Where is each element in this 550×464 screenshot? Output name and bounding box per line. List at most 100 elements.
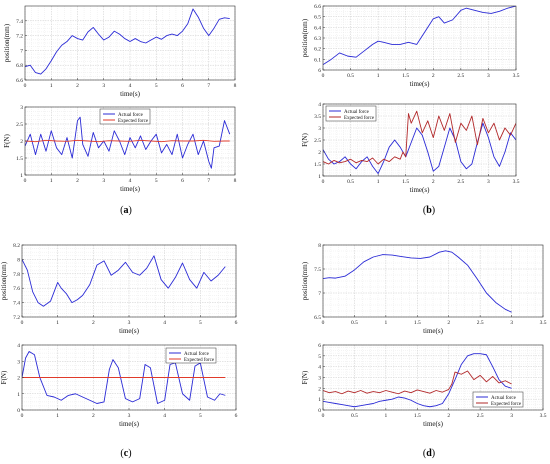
y-tick-label: 7: [318, 291, 321, 297]
y-tick-label: 3: [318, 126, 321, 132]
x-tick-label: 3.5: [513, 179, 520, 185]
x-tick-label: 2: [92, 320, 95, 326]
x-axis-label: time(s): [119, 420, 139, 428]
panel-letter-a: a: [124, 205, 129, 216]
y-axis-label: position(mm): [0, 261, 8, 300]
x-tick-label: 0: [322, 413, 325, 419]
x-tick-label: 2: [76, 83, 79, 89]
x-tick-label: 3: [487, 73, 490, 79]
plot-frame: [322, 244, 544, 318]
svg-text:(b): (b): [423, 205, 435, 216]
legend-entry: Actual force: [118, 113, 144, 118]
x-tick-label: 5: [155, 83, 158, 89]
x-tick-label: 3: [128, 320, 131, 326]
legend-entry: Expected force: [491, 402, 522, 407]
x-axis-label: time(s): [120, 90, 140, 98]
x-tick-label: 0: [322, 320, 325, 326]
x-tick-label: 1.5: [402, 179, 409, 185]
series-line-actual-force: [25, 116, 231, 169]
panel-label-d: (d): [423, 448, 435, 459]
chart-b-position: 0 0.5 1 1.5 2 2.5 3 3.5 6 6.1 6.2 6.3 6.4 6.5 6.6 time(…: [301, 4, 520, 88]
chart-c-position: 0 1 2 3 4 5 6 7.2 7.4 7.6 7.8 8 8.2 time(s) position(m…: [0, 243, 238, 335]
x-tick-label: 5: [199, 413, 202, 419]
x-tick-label: 0: [21, 320, 24, 326]
series-line-position: [22, 255, 226, 307]
x-tick-label: 6: [181, 83, 184, 89]
x-tick-label: 0: [24, 83, 27, 89]
y-tick-label: 5: [318, 354, 321, 360]
legend-entry: Actual force: [491, 396, 517, 401]
chart-b-force: 0 0.5 1 1.5 2 2.5 3 3.5 1 1.5 2 2.5 3 3.5 4 time(s) F(N)…: [301, 102, 520, 194]
x-tick-label: 1: [384, 320, 387, 326]
x-tick-label: 0: [322, 179, 325, 185]
series-line-position: [323, 6, 516, 66]
x-axis-label: time(s): [423, 420, 443, 428]
svg-text:(c): (c): [120, 448, 131, 459]
svg-text:(d): (d): [423, 448, 435, 459]
y-tick-label: 7.2: [16, 34, 23, 40]
y-tick-label: 2: [318, 386, 321, 392]
y-tick-label: 1: [20, 173, 23, 179]
x-tick-label: 1.5: [402, 73, 409, 79]
series-group: [25, 8, 230, 75]
x-tick-label: 2: [92, 413, 95, 419]
y-tick-label: 0: [318, 408, 321, 414]
series-group: [323, 110, 516, 175]
panel-letter-c: c: [124, 448, 129, 459]
chart-d-force: 0 0.5 1 1.5 2 2.5 3 3.5 0 1 2 3 4 5 6 time(s) F(N) Actual…: [301, 343, 547, 428]
x-tick-label: 3: [510, 320, 513, 326]
x-tick-label: 2.5: [457, 73, 464, 79]
legend-entry: Expected force: [118, 119, 149, 124]
x-tick-label: 3.5: [540, 413, 547, 419]
x-tick-label: 4: [163, 320, 166, 326]
x-axis-label: time(s): [423, 327, 443, 335]
x-tick-label: 6: [235, 413, 238, 419]
y-tick-label: 4: [318, 365, 321, 371]
x-tick-label: 3: [102, 178, 105, 184]
series-group: [323, 6, 516, 66]
series-group: [323, 250, 512, 313]
series-line-expected-force: [25, 139, 230, 143]
x-tick-label: 5: [199, 320, 202, 326]
y-tick-label: 6.6: [16, 78, 23, 84]
y-tick-label: 3: [20, 105, 23, 111]
y-tick-label: 6.5: [314, 15, 321, 21]
svg-text:(a): (a): [120, 205, 132, 216]
y-tick-label: 1: [318, 174, 321, 180]
y-tick-label: 6.3: [314, 36, 321, 42]
x-tick-label: 1: [384, 413, 387, 419]
x-tick-label: 7: [207, 83, 210, 89]
x-tick-label: 2: [432, 179, 435, 185]
x-axis-label: time(s): [119, 327, 139, 335]
y-tick-label: 6.5: [314, 315, 321, 321]
x-tick-label: 1: [50, 83, 53, 89]
x-axis-label: time(s): [410, 186, 430, 194]
x-tick-label: 0.5: [347, 179, 354, 185]
x-tick-label: 5: [155, 178, 158, 184]
series-group: [323, 353, 512, 408]
panel-label-b: (b): [423, 205, 435, 216]
y-tick-label: 7.8: [13, 272, 20, 278]
x-axis-label: time(s): [410, 80, 430, 88]
y-tick-label: 2.5: [314, 138, 321, 144]
x-tick-label: 1: [377, 179, 380, 185]
y-tick-label: 1: [318, 397, 321, 403]
chart-a-position: 0 1 2 3 4 5 6 7 8 6.6 6.8 7 7.2 7.4 time(s) position(mm…: [3, 5, 237, 98]
panel-label-c: (c): [120, 448, 131, 459]
series-group: [25, 116, 231, 169]
x-tick-label: 8: [234, 178, 237, 184]
x-tick-label: 2: [447, 320, 450, 326]
chart-d-position: 0 0.5 1 1.5 2 2.5 3 3.5 6.5 7 7.5 8 time(s) position(…: [301, 243, 547, 335]
y-axis-label: F(N): [3, 134, 11, 148]
y-axis-label: position(mm): [3, 23, 11, 62]
series-line-position: [25, 8, 230, 75]
x-axis-label: time(s): [120, 185, 140, 193]
series-line-actual-force: [323, 353, 512, 408]
x-tick-label: 3: [128, 413, 131, 419]
x-tick-label: 3.5: [540, 320, 547, 326]
y-tick-label: 6.4: [314, 25, 321, 31]
x-tick-label: 7: [207, 178, 210, 184]
